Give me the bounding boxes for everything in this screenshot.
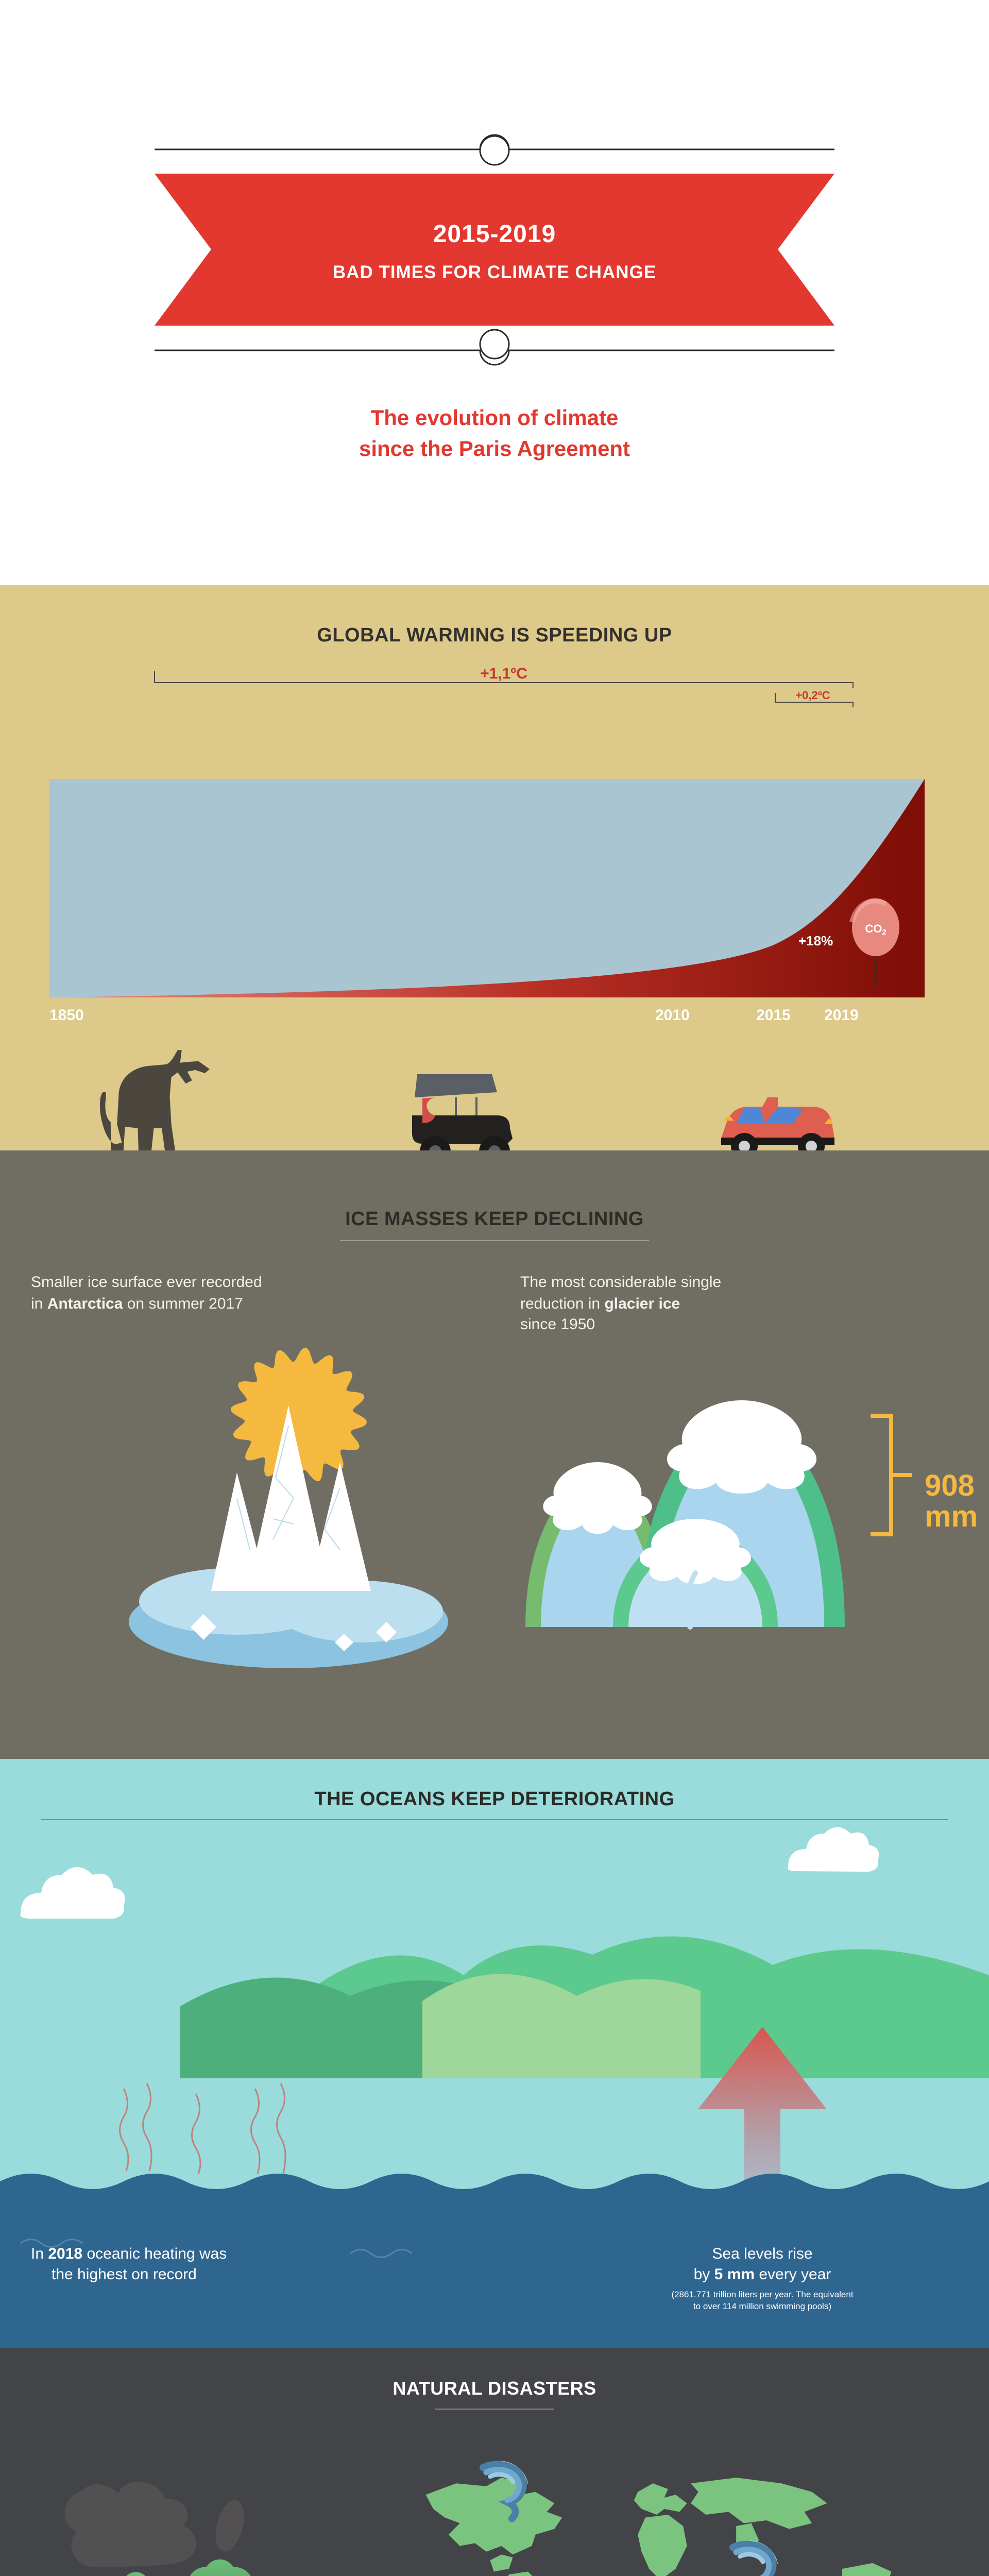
svg-text:the highest on record: the highest on record [52, 2266, 197, 2283]
svg-text:(2861.771 trillion liters per: (2861.771 trillion liters per year. The … [671, 2290, 853, 2299]
svg-text:by 5 mm every year: by 5 mm every year [694, 2266, 831, 2283]
svg-text:GLOBAL WARMING IS SPEEDING UP: GLOBAL WARMING IS SPEEDING UP [317, 624, 672, 646]
svg-text:+18%: +18% [798, 933, 833, 948]
svg-text:Smaller ice surface ever recor: Smaller ice surface ever recorded [31, 1274, 262, 1291]
svg-text:+0,2ºC: +0,2ºC [795, 689, 830, 702]
svg-text:Sea levels rise: Sea levels rise [712, 2245, 812, 2262]
svg-text:since 1950: since 1950 [520, 1316, 595, 1333]
svg-text:NATURAL DISASTERS: NATURAL DISASTERS [393, 2378, 596, 2399]
svg-text:+1,1ºC: +1,1ºC [480, 665, 527, 682]
svg-text:The evolution of climate: The evolution of climate [371, 405, 619, 430]
svg-text:908: 908 [925, 1469, 975, 1502]
svg-text:to over 114 million swimming p: to over 114 million swimming pools) [693, 2301, 831, 2311]
svg-text:The most considerable single: The most considerable single [520, 1274, 721, 1291]
svg-text:reduction in glacier ice: reduction in glacier ice [520, 1295, 680, 1312]
svg-text:mm: mm [925, 1500, 978, 1533]
svg-text:in Antarctica on summer 2017: in Antarctica on summer 2017 [31, 1295, 243, 1312]
svg-text:BAD TIMES FOR CLIMATE CHANGE: BAD TIMES FOR CLIMATE CHANGE [333, 262, 656, 282]
svg-text:2015-2019: 2015-2019 [433, 221, 556, 248]
svg-text:ICE MASSES KEEP DECLINING: ICE MASSES KEEP DECLINING [345, 1208, 644, 1230]
svg-text:THE OCEANS KEEP DETERIORATING: THE OCEANS KEEP DETERIORATING [314, 1788, 674, 1810]
svg-text:2010: 2010 [655, 1007, 690, 1024]
svg-text:2019: 2019 [824, 1007, 859, 1024]
svg-text:In 2018 oceanic heating was: In 2018 oceanic heating was [31, 2245, 227, 2262]
svg-text:since the Paris Agreement: since the Paris Agreement [359, 436, 630, 461]
svg-text:2015: 2015 [756, 1007, 791, 1024]
svg-text:1850: 1850 [49, 1007, 84, 1024]
